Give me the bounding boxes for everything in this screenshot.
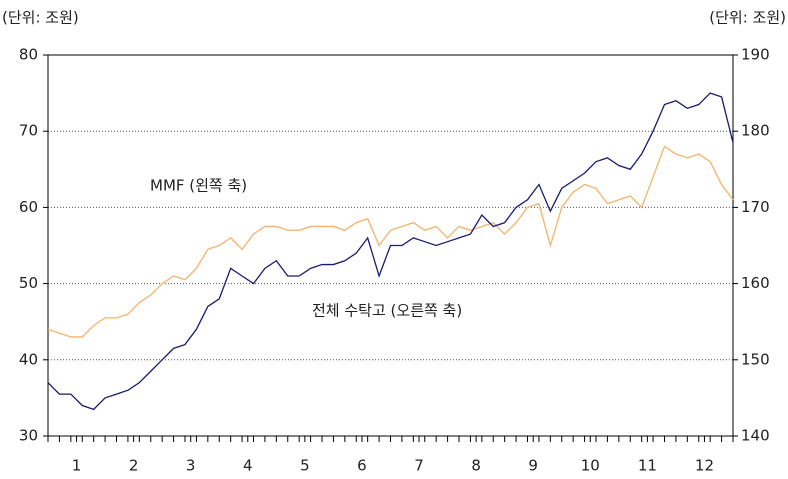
- annotation: MMF (왼쪽 축): [150, 177, 247, 195]
- x-tick-label: 11: [638, 457, 657, 475]
- x-tick-label: 3: [186, 457, 196, 475]
- line-series: [47, 145, 734, 338]
- unit-right: (단위: 조원): [709, 9, 786, 27]
- y2-tick-label: 180: [741, 122, 770, 140]
- x-tick-label: 4: [243, 457, 253, 475]
- x-tick-label: 6: [357, 457, 367, 475]
- y-tick-label: 80: [19, 46, 38, 64]
- y2-tick-label: 170: [741, 198, 770, 216]
- x-tick-label: 12: [695, 457, 714, 475]
- annotation: 전체 수탁고 (오른쪽 축): [312, 302, 462, 320]
- x-tick-label: 10: [581, 457, 600, 475]
- y2-tick-label: 160: [741, 274, 770, 292]
- y-tick-label: 70: [19, 122, 38, 140]
- x-tick-label: 1: [72, 457, 82, 475]
- x-tick-label: 2: [129, 457, 139, 475]
- y2-tick-label: 140: [741, 427, 770, 445]
- y-tick-label: 50: [19, 274, 38, 292]
- line-series: [47, 92, 734, 411]
- y-tick-label: 30: [19, 427, 38, 445]
- x-tick-label: 8: [471, 457, 481, 475]
- unit-left: (단위: 조원): [2, 9, 79, 27]
- x-tick-label: 9: [528, 457, 538, 475]
- y2-tick-label: 190: [741, 46, 770, 64]
- y2-tick-label: 150: [741, 350, 770, 368]
- y-tick-label: 40: [19, 350, 38, 368]
- x-tick-label: 7: [414, 457, 424, 475]
- x-tick-label: 5: [300, 457, 310, 475]
- y-tick-label: 60: [19, 198, 38, 216]
